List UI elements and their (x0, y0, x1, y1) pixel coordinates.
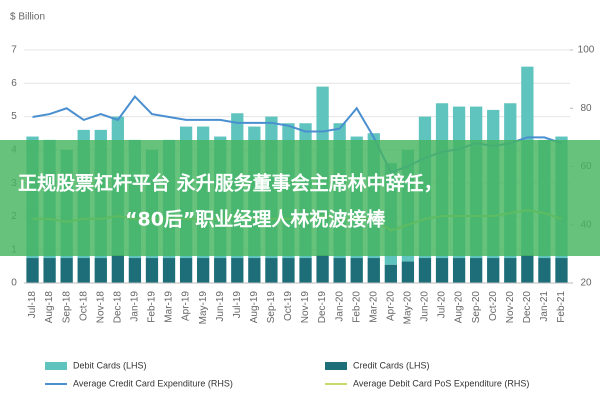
bar (128, 258, 142, 283)
x-tick-label: Oct-20 (488, 291, 499, 321)
x-tick-label: Feb-19 (147, 291, 158, 323)
bar (521, 254, 534, 283)
x-tick-label: Dec-19 (317, 291, 328, 324)
x-tick-label: May-19 (198, 291, 209, 325)
x-tick-label: Jan-19 (130, 291, 141, 322)
bar (94, 258, 107, 283)
banner-text: 正规股票杠杆平台 永升服务董事会主席林中辞任， (18, 172, 443, 195)
x-tick-label: Mar-19 (164, 291, 175, 323)
x-tick-label: Dec-20 (522, 291, 533, 324)
bar (504, 258, 517, 283)
bar (77, 258, 90, 283)
bar (487, 258, 500, 283)
x-tick-label: Jan-21 (539, 291, 550, 322)
x-tick-label: Aug-18 (44, 291, 55, 324)
bar (435, 258, 449, 283)
bar (452, 258, 466, 283)
bar (384, 264, 397, 283)
bar (367, 258, 380, 283)
x-tick-label: Mar-20 (368, 291, 379, 323)
x-tick-label: Nov-18 (95, 291, 106, 324)
x-tick-label: Jun-20 (420, 291, 431, 322)
bar (538, 258, 551, 283)
bar (214, 258, 227, 283)
bar (555, 258, 568, 283)
bar (197, 258, 210, 283)
x-tick-label: Aug-19 (249, 291, 260, 324)
bar (231, 258, 244, 283)
banner-background (0, 140, 600, 256)
x-tick-label: Jan-20 (334, 291, 345, 322)
x-tick-label: Jul-18 (27, 291, 38, 319)
x-tick-label: Apr-19 (181, 291, 192, 321)
x-tick-label: Apr-20 (385, 291, 396, 321)
y-axis-label: $ Billion (10, 12, 45, 23)
legend-label: Credit Cards (LHS) (353, 360, 430, 370)
y2-tick-label: 80 (580, 103, 592, 114)
y-tick-label: 5 (11, 111, 17, 122)
legend-label: Debit Cards (LHS) (73, 360, 147, 370)
bar (265, 258, 278, 283)
bar (111, 254, 124, 283)
x-tick-label: Oct-19 (283, 291, 294, 321)
x-tick-label: Jun-19 (215, 291, 226, 322)
x-tick-label: Sep-20 (471, 291, 482, 324)
bar (179, 258, 193, 283)
y-tick-label: 6 (11, 78, 17, 89)
y-tick-label: 7 (11, 45, 17, 56)
x-tick-label: Nov-20 (505, 291, 516, 324)
x-tick-label: Feb-20 (351, 291, 362, 323)
bar (316, 254, 329, 283)
bar (418, 258, 432, 283)
x-tick-label: Oct-18 (78, 291, 89, 321)
x-tick-label: Sep-19 (266, 291, 277, 324)
x-tick-label: Sep-18 (61, 291, 72, 324)
bar (26, 258, 39, 283)
bar (60, 258, 73, 283)
bar (43, 258, 56, 283)
bar (162, 258, 176, 283)
y2-tick-label: 20 (580, 278, 592, 289)
bar (282, 258, 295, 283)
legend-swatch (325, 362, 347, 370)
x-tick-label: Jul-20 (437, 291, 448, 319)
banner-text: “80后”职业经理人林祝波接棒 (125, 208, 386, 231)
x-tick-label: Nov-19 (300, 291, 311, 324)
legend-label: Average Credit Card Expenditure (RHS) (73, 378, 233, 388)
bar (333, 258, 346, 283)
x-tick-label: May-20 (403, 291, 414, 325)
x-tick-label: Jul-19 (232, 291, 243, 319)
x-tick-label: Feb-21 (556, 291, 567, 323)
x-tick-label: Dec-18 (112, 291, 123, 324)
legend-label: Average Debit Card PoS Expenditure (RHS) (353, 378, 529, 388)
bar (299, 258, 312, 283)
bar (401, 261, 415, 283)
y-tick-label: 0 (11, 278, 17, 289)
legend-swatch (45, 362, 67, 370)
bar (248, 258, 261, 283)
x-tick-label: Aug-20 (454, 291, 465, 324)
bar (350, 258, 363, 283)
bar (470, 258, 483, 283)
y2-tick-label: 100 (578, 45, 595, 56)
bar (145, 258, 159, 283)
